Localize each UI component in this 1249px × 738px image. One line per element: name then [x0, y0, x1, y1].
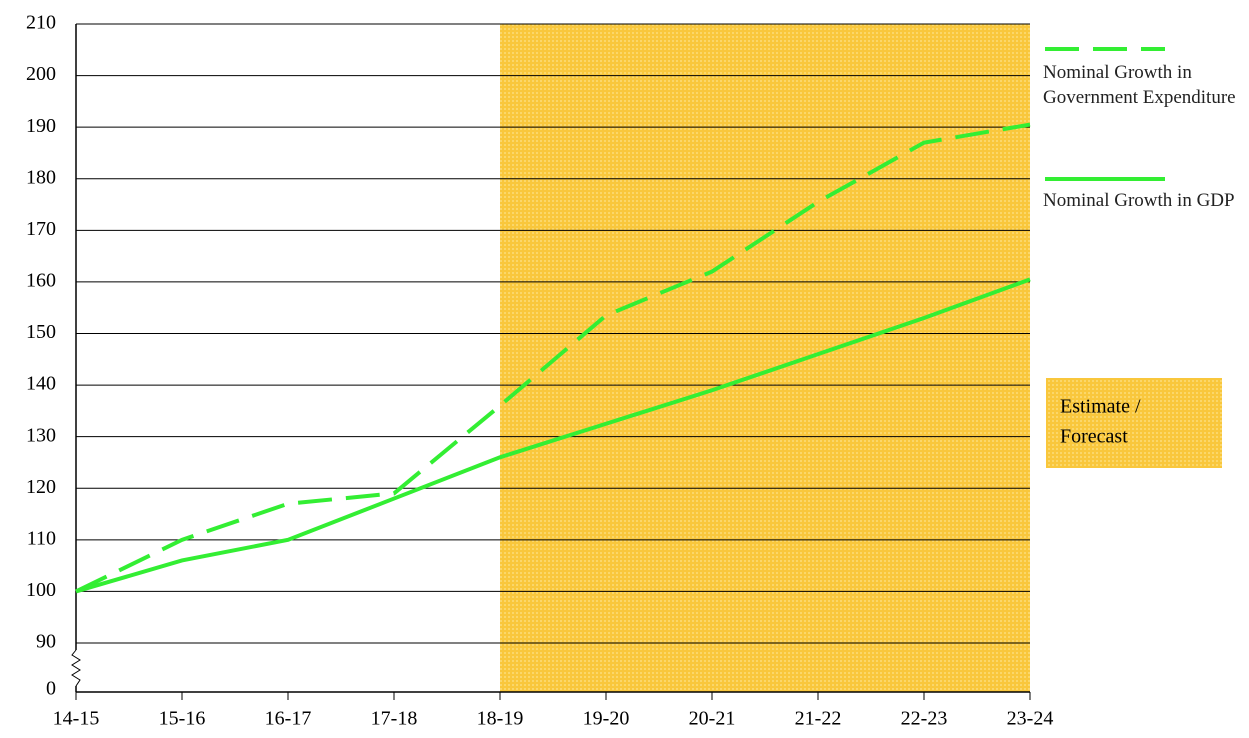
x-tick-label: 14-15 — [53, 708, 100, 730]
y-tick-label: 0 — [46, 678, 56, 700]
y-tick-label: 160 — [26, 270, 56, 292]
x-tick-label: 18-19 — [477, 708, 524, 730]
y-tick-label: 170 — [26, 218, 56, 240]
annotation: Estimate / — [1060, 396, 1141, 418]
axis-break — [71, 649, 81, 687]
series-line — [75, 122, 1031, 594]
series-line — [75, 277, 1031, 594]
legend-label: Nominal Growth in GDP — [1043, 190, 1235, 211]
y-tick-label: 130 — [26, 424, 56, 446]
x-tick-label: 17-18 — [371, 708, 418, 730]
y-tick-label: 90 — [36, 631, 56, 653]
x-tick-label: 16-17 — [265, 708, 312, 730]
y-tick-label: 210 — [26, 12, 56, 34]
x-tick-label: 23-24 — [1007, 708, 1054, 730]
y-tick-label: 190 — [26, 115, 56, 137]
forecast-region — [500, 24, 1030, 692]
y-tick-label: 110 — [27, 527, 56, 549]
legend-label: Nominal Growth in Government Expenditure — [1043, 62, 1236, 108]
x-tick-label: 22-23 — [901, 708, 948, 730]
x-tick-label: 19-20 — [583, 708, 630, 730]
annotation-box — [1046, 378, 1222, 468]
y-tick-label: 150 — [26, 321, 56, 343]
x-tick-label: 21-22 — [795, 708, 842, 730]
y-tick-label: 140 — [26, 373, 56, 395]
x-tick-label: 15-16 — [159, 708, 206, 730]
y-tick-label: 120 — [26, 476, 56, 498]
annotation: Forecast — [1060, 426, 1128, 448]
y-tick-label: 100 — [26, 579, 56, 601]
y-tick-label: 200 — [26, 63, 56, 85]
x-tick-label: 20-21 — [689, 708, 736, 730]
y-tick-label: 180 — [26, 166, 56, 188]
